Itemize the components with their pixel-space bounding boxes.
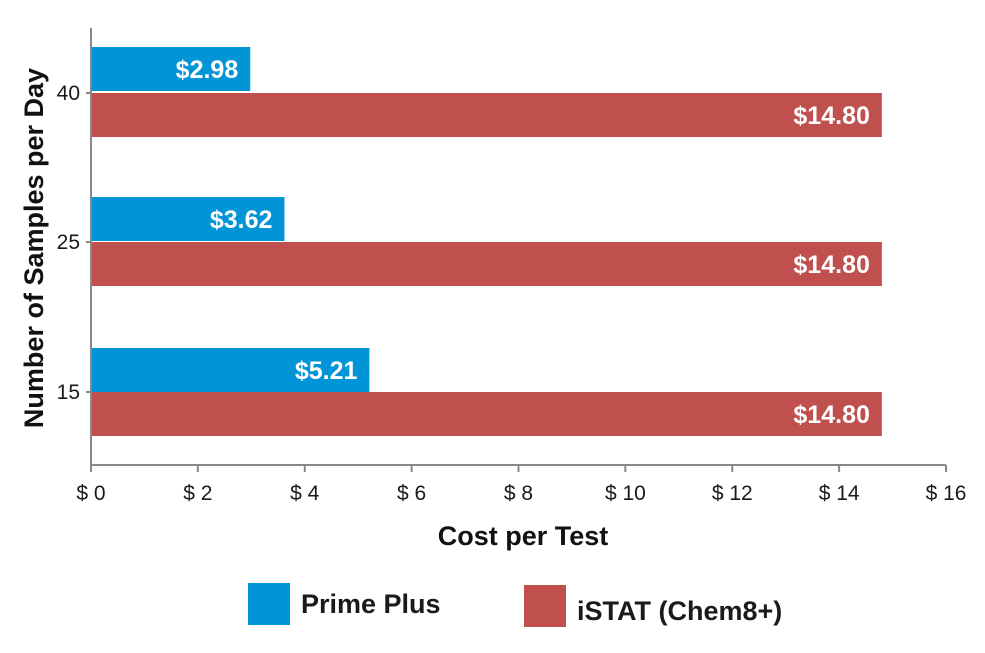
y-axis-title: Number of Samples per Day [19, 68, 49, 428]
bar-prime-plus-25 [91, 197, 285, 241]
bars-group [91, 47, 882, 436]
y-tick-label-15: 15 [57, 381, 80, 404]
x-axis-title: Cost per Test [438, 521, 609, 551]
legend-label-istat: iSTAT (Chem8+) [577, 596, 782, 626]
bar-prime-plus-40 [91, 47, 251, 91]
bar-labels-group: $2.98 $14.80 $3.62 $14.80 $5.21 $14.80 [176, 56, 870, 429]
x-tick-label-8: $ 8 [504, 482, 533, 505]
x-tick-label-6: $ 6 [397, 482, 426, 505]
y-ticks-group: 40 25 15 [57, 82, 91, 404]
x-tick-label-2: $ 2 [183, 482, 212, 505]
legend: Prime Plus iSTAT (Chem8+) [248, 583, 782, 627]
bar-value-label-istat-40: $14.80 [793, 102, 869, 130]
bar-value-label-istat-15: $14.80 [793, 401, 869, 429]
legend-swatch-prime-plus [248, 583, 290, 625]
bar-value-label-istat-25: $14.80 [793, 251, 869, 279]
bar-istat-40 [91, 93, 882, 137]
x-tick-label-14: $ 14 [819, 482, 860, 505]
bar-value-label-prime-plus-15: $5.21 [295, 357, 358, 385]
x-tick-label-16: $ 16 [926, 482, 967, 505]
y-tick-label-25: 25 [57, 231, 80, 254]
legend-swatch-istat [524, 585, 566, 627]
bar-istat-15 [91, 392, 882, 436]
legend-label-prime-plus: Prime Plus [301, 589, 441, 619]
x-tick-label-0: $ 0 [76, 482, 105, 505]
bar-value-label-prime-plus-25: $3.62 [210, 206, 273, 234]
x-tick-label-4: $ 4 [290, 482, 320, 505]
bar-prime-plus-15 [91, 348, 370, 392]
x-tick-label-12: $ 12 [712, 482, 753, 505]
x-ticks-group: $ 0 $ 2 $ 4 $ 6 $ 8 $ 10 $ 12 $ 14 $ 16 [76, 465, 966, 505]
x-tick-label-10: $ 10 [605, 482, 646, 505]
bar-value-label-prime-plus-40: $2.98 [176, 56, 239, 84]
y-tick-label-40: 40 [57, 82, 80, 105]
bar-istat-25 [91, 242, 882, 286]
